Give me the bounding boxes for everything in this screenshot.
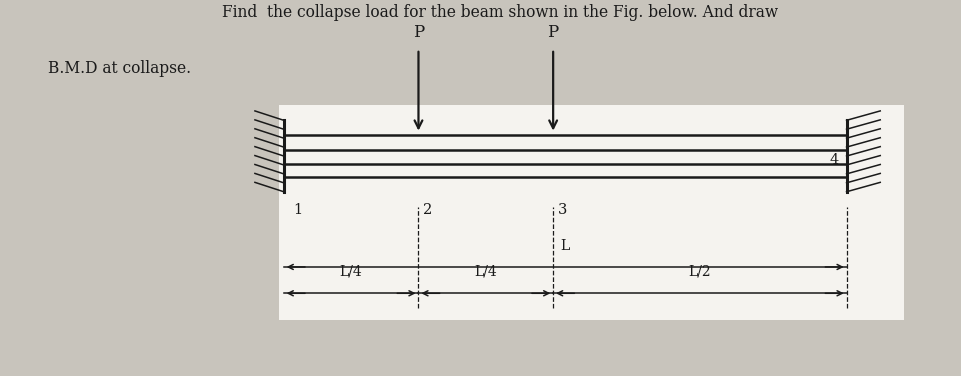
Text: B.M.D at collapse.: B.M.D at collapse. (48, 60, 191, 77)
Text: L/2: L/2 (688, 265, 710, 279)
Text: 2: 2 (423, 203, 432, 217)
Text: 3: 3 (557, 203, 567, 217)
Text: 4: 4 (828, 153, 838, 167)
Text: L/4: L/4 (474, 265, 497, 279)
Text: Find  the collapse load for the beam shown in the Fig. below. And draw: Find the collapse load for the beam show… (222, 4, 777, 21)
Text: P: P (412, 24, 424, 41)
Text: P: P (547, 24, 558, 41)
Text: 1: 1 (293, 203, 303, 217)
Bar (279, 105, 903, 320)
Text: L: L (560, 239, 569, 253)
Text: L/4: L/4 (339, 265, 362, 279)
